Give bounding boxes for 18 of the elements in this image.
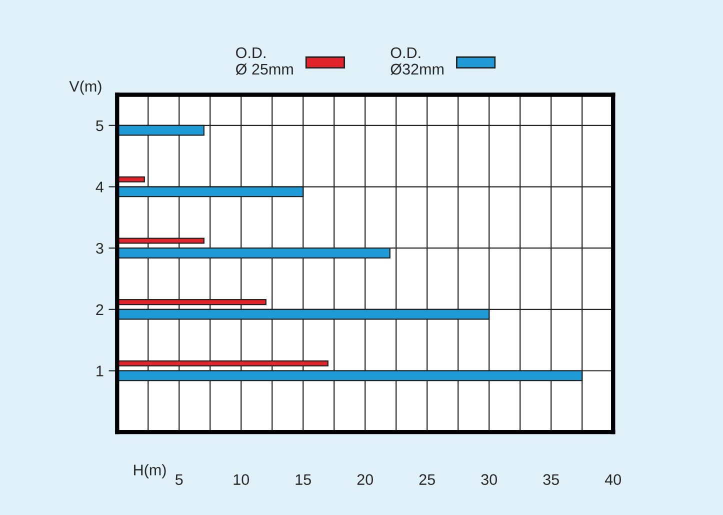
y-tick-label: 2 [96, 304, 104, 315]
x-tick-label: 35 [543, 474, 559, 485]
legend-label: O.D. Ø32mm [390, 47, 444, 75]
legend-label: O.D. Ø 25mm [236, 47, 293, 75]
x-tick-label: 40 [604, 474, 622, 485]
x-axis-title: H(m) [134, 464, 166, 478]
y-tick-label: 1 [96, 366, 104, 376]
y-axis-title: V(m) [69, 80, 102, 95]
bar [117, 176, 145, 182]
x-tick-label: 25 [419, 474, 435, 485]
x-tick-label: 5 [175, 474, 183, 485]
y-tick-label: 5 [96, 120, 104, 132]
y-tick-label: 4 [96, 182, 104, 192]
x-tick-label: 15 [296, 474, 311, 485]
y-tick-label: 3 [96, 242, 104, 254]
x-tick-label: 30 [481, 474, 498, 485]
x-tick-label: 20 [357, 474, 374, 485]
x-tick-label: 10 [234, 474, 250, 485]
